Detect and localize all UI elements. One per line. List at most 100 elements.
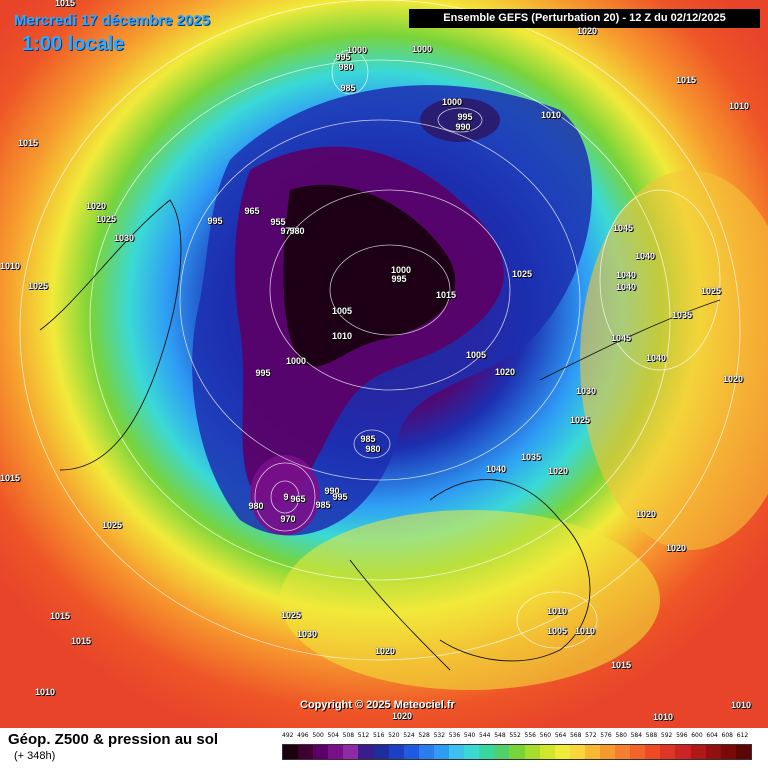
pressure-label: 995 bbox=[255, 368, 271, 378]
scale-label: 540 bbox=[463, 732, 476, 739]
scale-label: 496 bbox=[297, 732, 309, 739]
pressure-label: 995 bbox=[457, 112, 473, 122]
scale-label: 512 bbox=[357, 732, 370, 739]
scale-label: 500 bbox=[312, 732, 324, 739]
scale-label: 612 bbox=[736, 732, 749, 739]
scale-cell bbox=[283, 745, 299, 759]
scale-cell bbox=[388, 745, 404, 759]
isobar-lines bbox=[19, 0, 741, 661]
scale-label: 508 bbox=[342, 732, 355, 739]
scale-label: 568 bbox=[569, 732, 582, 739]
scale-label: 528 bbox=[418, 732, 430, 739]
pressure-label: 1005 bbox=[331, 306, 353, 316]
scale-label: 580 bbox=[615, 732, 627, 739]
model-run-label: Ensemble GEFS (Perturbation 20) - 12 Z d… bbox=[409, 9, 760, 28]
pressure-label: 1040 bbox=[645, 353, 667, 363]
scale-label: 552 bbox=[509, 732, 521, 739]
pressure-label: 1010 bbox=[540, 110, 562, 120]
scale-cell bbox=[630, 745, 646, 759]
pressure-label: 1015 bbox=[49, 611, 71, 621]
pressure-label: 1010 bbox=[0, 261, 21, 271]
scale-cell bbox=[464, 745, 480, 759]
low-north-atlantic bbox=[250, 455, 320, 535]
pressure-label: 980 bbox=[338, 62, 354, 72]
pressure-label: 1040 bbox=[615, 270, 637, 280]
pressure-label: 965 bbox=[244, 206, 260, 216]
local-time: 1:00 locale bbox=[22, 33, 125, 55]
pressure-label: 995 bbox=[332, 492, 348, 502]
scale-cell bbox=[343, 745, 359, 759]
scale-label: 548 bbox=[494, 732, 506, 739]
pressure-label: 1025 bbox=[101, 520, 123, 530]
pressure-label: 970 bbox=[280, 514, 296, 524]
pressure-label: 980 bbox=[289, 226, 305, 236]
pressure-label: 990 bbox=[455, 122, 471, 132]
scale-label: 536 bbox=[448, 732, 461, 739]
pressure-label: 9 bbox=[283, 492, 289, 502]
scale-label: 576 bbox=[600, 732, 612, 739]
pressure-label: 1020 bbox=[494, 367, 516, 377]
scale-label: 564 bbox=[554, 732, 567, 739]
scale-cell bbox=[313, 745, 329, 759]
pressure-label: 1000 bbox=[411, 44, 433, 54]
scale-cell bbox=[675, 745, 691, 759]
scale-cell bbox=[524, 745, 540, 759]
pressure-label: 1000 bbox=[390, 265, 412, 275]
asia-ridge bbox=[580, 170, 768, 550]
low-north-pacific bbox=[420, 98, 500, 142]
pressure-label: 1035 bbox=[671, 310, 693, 320]
scale-label: 520 bbox=[388, 732, 400, 739]
pressure-label: 1040 bbox=[615, 282, 637, 292]
scale-label: 504 bbox=[327, 732, 339, 739]
pressure-label: 980 bbox=[248, 501, 264, 511]
pressure-label: 1005 bbox=[546, 626, 568, 636]
pressure-label: 1010 bbox=[34, 687, 56, 697]
pressure-label: 1020 bbox=[391, 711, 413, 721]
scale-cell bbox=[449, 745, 465, 759]
geopotential-map bbox=[0, 0, 768, 728]
scale-cell bbox=[599, 745, 616, 759]
scale-label: 524 bbox=[403, 732, 415, 739]
pressure-label: 1025 bbox=[700, 286, 722, 296]
scale-label: 584 bbox=[630, 732, 643, 739]
scale-cell bbox=[554, 745, 570, 759]
polar-vortex-core bbox=[283, 184, 456, 367]
pressure-label: 1030 bbox=[296, 629, 318, 639]
scale-cell bbox=[418, 745, 434, 759]
scale-label: 492 bbox=[282, 732, 294, 739]
scale-cell bbox=[479, 745, 495, 759]
pressure-label: 1020 bbox=[547, 466, 569, 476]
pressure-label: 1015 bbox=[54, 0, 76, 8]
scale-label: 544 bbox=[479, 732, 491, 739]
pressure-label: 1010 bbox=[574, 626, 596, 636]
scale-cell bbox=[720, 745, 736, 759]
scale-label: 592 bbox=[660, 732, 673, 739]
scale-cell bbox=[660, 745, 676, 759]
pressure-label: 995 bbox=[207, 216, 223, 226]
pressure-label: 1030 bbox=[113, 233, 135, 243]
pressure-label: 985 bbox=[315, 500, 331, 510]
pressure-label: 1010 bbox=[546, 606, 568, 616]
pressure-label: 1015 bbox=[70, 636, 92, 646]
scale-cell bbox=[705, 745, 721, 759]
pressure-label: 1015 bbox=[610, 660, 632, 670]
scale-label: 608 bbox=[721, 732, 733, 739]
pressure-label: 1025 bbox=[280, 610, 302, 620]
scale-cell bbox=[569, 745, 585, 759]
scale-cell bbox=[494, 745, 510, 759]
pressure-label: 1035 bbox=[520, 452, 542, 462]
pressure-label: 1045 bbox=[610, 333, 632, 343]
scale-label: 604 bbox=[706, 732, 718, 739]
scale-cell bbox=[358, 745, 374, 759]
pressure-label: 955 bbox=[270, 217, 286, 227]
scale-label: 588 bbox=[645, 732, 658, 739]
pressure-label: 1020 bbox=[722, 374, 744, 384]
scale-cells bbox=[282, 744, 752, 760]
pressure-label: 1005 bbox=[465, 350, 487, 360]
scale-cell bbox=[403, 745, 419, 759]
pressure-label: 1020 bbox=[85, 201, 107, 211]
copyright: Copyright © 2025 Meteociel.fr bbox=[300, 699, 455, 711]
pressure-label: 1025 bbox=[511, 269, 533, 279]
scale-cell bbox=[690, 745, 706, 759]
pressure-label: 1010 bbox=[331, 331, 353, 341]
